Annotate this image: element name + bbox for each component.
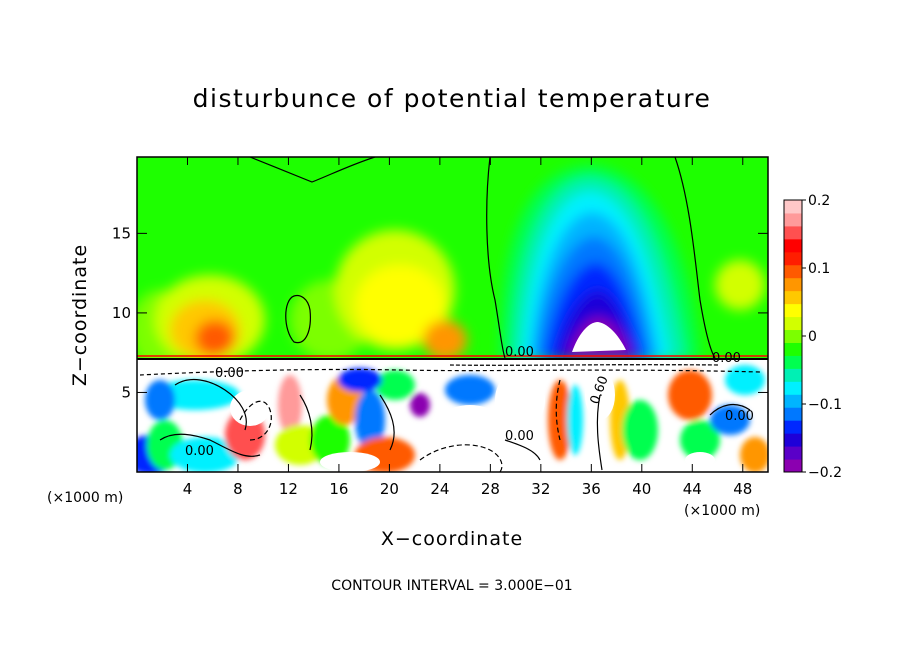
colorbar-swatch	[784, 290, 802, 305]
colorbar-swatch	[784, 459, 802, 473]
colorbar-tick-label: 0	[808, 329, 817, 345]
colorbar-swatch	[784, 212, 802, 227]
x-tick-label: 12	[279, 480, 298, 498]
contour-label: 0.00	[505, 429, 534, 444]
contour-interval-note: CONTOUR INTERVAL = 3.000E−01	[331, 578, 573, 594]
x-tick-label: 36	[582, 480, 601, 498]
x-tick-label: 20	[380, 480, 399, 498]
colorbar-tick-label: −0.1	[808, 397, 842, 413]
colorbar-swatch	[784, 303, 802, 318]
colorbar-swatch	[784, 407, 802, 421]
colorbar-swatch	[784, 381, 802, 395]
colorbar-swatch	[784, 394, 802, 408]
x-unit-label-left: (×1000 m)	[47, 490, 124, 506]
colorbar-swatch	[784, 225, 802, 240]
y-tick-label: 15	[112, 224, 131, 242]
y-tick-label: 5	[121, 383, 131, 401]
colorbar-tick-label: −0.2	[808, 465, 842, 481]
colorbar-swatch	[784, 316, 802, 331]
colorbar-swatch	[784, 238, 802, 253]
colorbar-tick-label: 0.1	[808, 261, 830, 277]
heatmap-field: 0.00 0.00 0.00 0.00 0.00 0.00 0.60	[137, 157, 768, 472]
x-unit-label-right: (×1000 m)	[684, 503, 761, 519]
contour-label: 0.00	[185, 444, 214, 459]
x-tick-label: 28	[481, 480, 500, 498]
colorbar-swatch	[784, 251, 802, 266]
colorbar-swatch	[784, 342, 802, 356]
x-tick-label: 44	[683, 480, 702, 498]
contour-label: 0.00	[725, 409, 754, 424]
x-tick-label: 48	[733, 480, 752, 498]
colorbar-swatch	[784, 433, 802, 447]
contour-label: 0.00	[505, 345, 534, 360]
contour-label: 0.00	[712, 351, 741, 366]
colorbar-swatch	[784, 200, 802, 214]
x-tick-label: 24	[430, 480, 449, 498]
x-tick-label: 4	[183, 480, 193, 498]
x-tick-label: 32	[531, 480, 550, 498]
colorbar-swatch	[784, 446, 802, 460]
colorbar-swatch	[784, 264, 802, 279]
x-tick-label: 8	[233, 480, 243, 498]
contours	[139, 157, 761, 472]
x-axis-label: X−coordinate	[380, 528, 524, 550]
y-axis-ticks: 5 10 15	[112, 224, 768, 401]
chart-title: disturbunce of potential temperature	[192, 84, 712, 113]
colorbar: 0.2 0.1 0 −0.1 −0.2	[783, 193, 842, 481]
plume-core	[572, 322, 626, 352]
colorbar-tick-label: 0.2	[808, 193, 830, 209]
lower-layer-eddies	[137, 365, 768, 472]
y-tick-label: 10	[112, 304, 131, 322]
colorbar-swatch	[784, 329, 802, 343]
colorbar-swatch	[784, 368, 802, 382]
x-axis-ticks: 4 8 12 16 20 24 28 32 36 40 44 48	[183, 157, 752, 498]
colorbar-swatch	[784, 420, 802, 434]
colorbar-swatch	[784, 355, 802, 369]
plot-frame	[136, 156, 769, 473]
contour-label: 0.00	[215, 366, 244, 381]
x-tick-label: 16	[329, 480, 348, 498]
x-tick-label: 40	[632, 480, 651, 498]
lower-layer-white-cores	[230, 370, 715, 472]
colorbar-swatch	[784, 277, 802, 292]
